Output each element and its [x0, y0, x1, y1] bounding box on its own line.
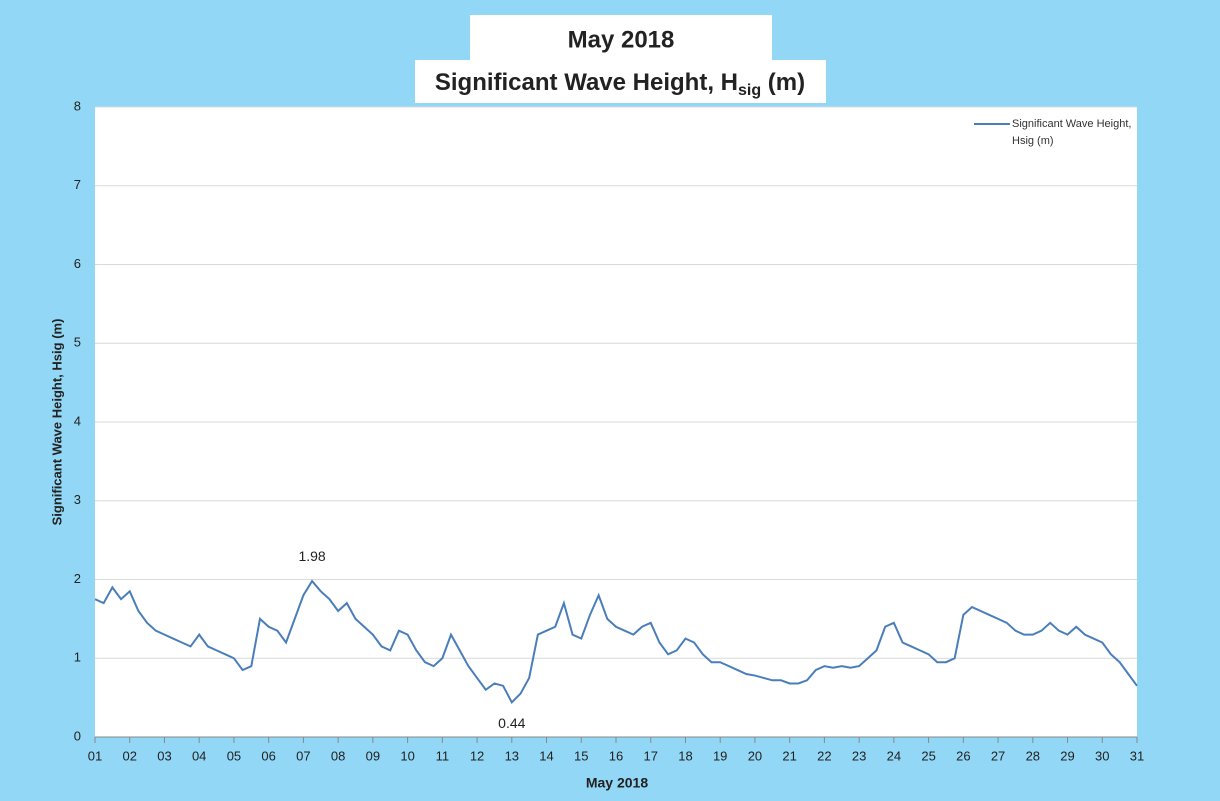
subtitle-text: Significant Wave Height, H [435, 69, 738, 96]
x-tick-label: 29 [1060, 748, 1074, 763]
x-tick-label: 31 [1130, 748, 1144, 763]
annotation: 1.98 [298, 548, 325, 564]
x-tick-label: 07 [296, 748, 310, 763]
x-tick-label: 24 [887, 748, 901, 763]
x-tick-label: 04 [192, 748, 206, 763]
x-tick-label: 05 [227, 748, 241, 763]
x-tick-label: 01 [88, 748, 102, 763]
y-tick-label: 3 [74, 492, 81, 507]
x-tick-label: 22 [817, 748, 831, 763]
x-tick-label: 28 [1026, 748, 1040, 763]
y-tick-label: 7 [74, 177, 81, 192]
x-tick-label: 20 [748, 748, 762, 763]
chart-subtitle: Significant Wave Height, Hsig (m) [435, 69, 805, 99]
x-tick-label: 18 [678, 748, 692, 763]
x-tick-label: 14 [539, 748, 553, 763]
legend: Significant Wave Height, Hsig (m) [974, 116, 1132, 150]
x-tick-label: 26 [956, 748, 970, 763]
y-tick-label: 5 [74, 335, 81, 350]
x-tick-label: 03 [157, 748, 171, 763]
x-tick-label: 13 [505, 748, 519, 763]
y-tick-label: 6 [74, 256, 81, 271]
x-tick-label: 08 [331, 748, 345, 763]
y-axis-label: Significant Wave Height, Hsig (m) [49, 319, 64, 526]
x-tick-label: 16 [609, 748, 623, 763]
y-tick-label: 1 [74, 650, 81, 665]
y-tick-label: 4 [74, 413, 81, 428]
x-axis-label: May 2018 [586, 775, 648, 791]
annotation: 0.44 [498, 715, 525, 731]
series-line [94, 579, 1138, 705]
subtitle-subscript: sig [738, 82, 761, 99]
subtitle-suffix: (m) [761, 69, 805, 96]
x-tick-label: 15 [574, 748, 588, 763]
y-tick-label: 2 [74, 571, 81, 586]
x-tick-label: 09 [366, 748, 380, 763]
x-tick-label: 06 [261, 748, 275, 763]
x-tick-label: 30 [1095, 748, 1109, 763]
x-tick-label: 10 [400, 748, 414, 763]
legend-swatch [974, 123, 1010, 125]
x-tick-label: 19 [713, 748, 727, 763]
x-tick-label: 17 [643, 748, 657, 763]
x-tick-label: 21 [782, 748, 796, 763]
x-tick-label: 11 [436, 748, 450, 763]
x-tick-label: 27 [991, 748, 1005, 763]
legend-label: Significant Wave Height, Hsig (m) [1012, 118, 1132, 147]
title-box [470, 15, 772, 61]
x-tick-label: 12 [470, 748, 484, 763]
x-tick-label: 02 [122, 748, 136, 763]
y-tick-label: 8 [74, 98, 81, 113]
chart-title: May 2018 [568, 26, 675, 53]
y-tick-label: 0 [74, 728, 81, 743]
subtitle-box [415, 60, 826, 103]
x-tick-label: 25 [921, 748, 935, 763]
x-tick-label: 23 [852, 748, 866, 763]
